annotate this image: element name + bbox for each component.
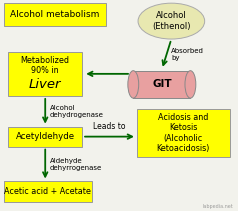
FancyBboxPatch shape xyxy=(4,3,106,26)
Text: Alcohol metabolism: Alcohol metabolism xyxy=(10,10,99,19)
Text: labpedia.net: labpedia.net xyxy=(203,204,233,209)
Text: Alcohol
(Ethenol): Alcohol (Ethenol) xyxy=(152,11,191,31)
Text: Metabolized
90% in: Metabolized 90% in xyxy=(21,56,70,75)
Text: Leads to: Leads to xyxy=(93,122,126,131)
Text: Acidosis and
Ketosis
(Alcoholic
Ketoacidosis): Acidosis and Ketosis (Alcoholic Ketoacid… xyxy=(157,113,210,153)
FancyBboxPatch shape xyxy=(4,181,92,202)
Text: Acetic acid + Acetate: Acetic acid + Acetate xyxy=(4,187,91,196)
FancyBboxPatch shape xyxy=(8,52,82,96)
Text: GIT: GIT xyxy=(152,79,172,89)
Ellipse shape xyxy=(185,71,196,98)
FancyBboxPatch shape xyxy=(137,109,230,157)
Text: Alcohol
dehydrogenase: Alcohol dehydrogenase xyxy=(50,105,104,118)
Text: Aldehyde
dehyrrogenase: Aldehyde dehyrrogenase xyxy=(50,158,102,170)
Ellipse shape xyxy=(138,3,205,39)
Text: Absorbed
by: Absorbed by xyxy=(171,48,204,61)
Text: Acetyldehyde: Acetyldehyde xyxy=(16,132,75,141)
Text: Liver: Liver xyxy=(29,78,61,91)
Ellipse shape xyxy=(128,71,139,98)
FancyBboxPatch shape xyxy=(133,71,190,98)
FancyBboxPatch shape xyxy=(8,127,82,147)
